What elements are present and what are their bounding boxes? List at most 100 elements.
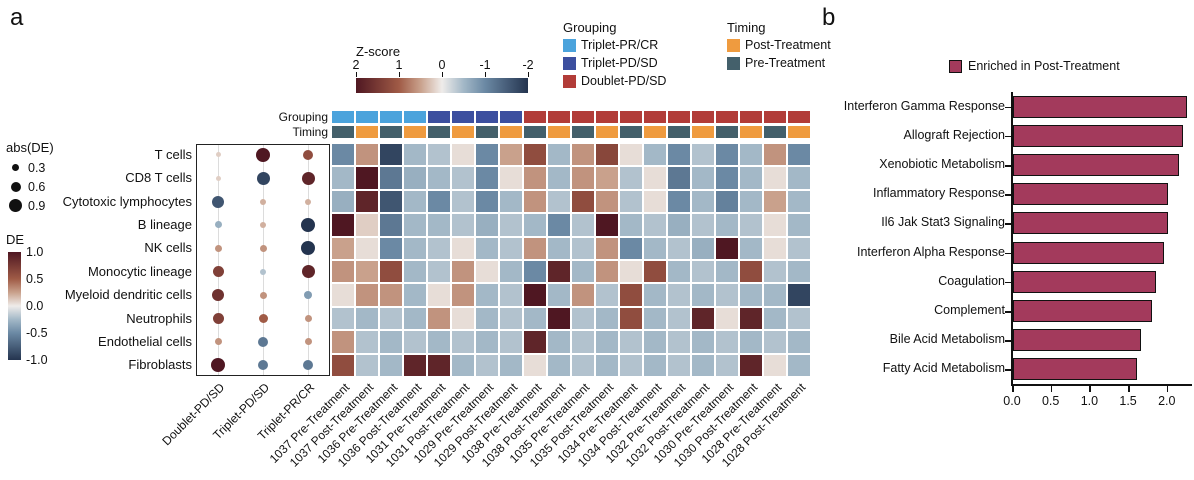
heatmap-cell xyxy=(548,261,570,283)
bar xyxy=(1013,153,1180,177)
heatmap-cell xyxy=(716,331,738,353)
grouping-annotation-cell xyxy=(404,111,426,123)
heatmap-cell xyxy=(356,354,378,376)
zscore-colorbar xyxy=(356,78,528,93)
heatmap-cell xyxy=(692,284,714,306)
bar-y-tick xyxy=(1005,311,1011,313)
heatmap-cell xyxy=(404,261,426,283)
timing-annotation-cell xyxy=(380,126,402,138)
heatmap-cell xyxy=(404,284,426,306)
heatmap-cell xyxy=(692,261,714,283)
heatmap-cell xyxy=(668,284,690,306)
heatmap-cell xyxy=(452,237,474,259)
bar xyxy=(1013,95,1188,118)
heatmap-cell xyxy=(716,237,738,259)
absde-dot xyxy=(9,199,22,212)
heatmap-cell xyxy=(692,331,714,353)
heatmap-cell xyxy=(644,237,666,259)
timing-annotation-cell xyxy=(596,126,618,138)
heatmap-cell xyxy=(380,144,402,166)
zscore-tick-label: 1 xyxy=(395,58,403,72)
dotplot-dot xyxy=(258,314,268,323)
dotplot-dot xyxy=(303,149,313,160)
heatmap-cell xyxy=(332,331,354,353)
heatmap-cell xyxy=(356,214,378,236)
heatmap-cell xyxy=(548,331,570,353)
absde-legend-item: 0.3 xyxy=(8,160,45,175)
dotplot-dot xyxy=(301,217,315,232)
heatmap-cell xyxy=(356,261,378,283)
timing-annotation-cell xyxy=(644,126,666,138)
bar-category-label: Complement xyxy=(934,303,1005,317)
heatmap-cell xyxy=(572,190,594,213)
heatmap-cell xyxy=(596,261,618,283)
heatmap-cell xyxy=(332,284,354,306)
zscore-tick-label: 0 xyxy=(438,58,446,72)
timing-annotation-cell xyxy=(740,126,762,138)
grouping-annotation-cell xyxy=(596,111,618,123)
dotplot-dot xyxy=(303,360,313,371)
heatmap-row-label: T cells xyxy=(154,146,192,162)
heatmap-cell xyxy=(764,190,786,213)
heatmap-cell xyxy=(692,354,714,376)
dotplot-dot xyxy=(259,244,267,252)
heatmap-cell xyxy=(476,237,498,259)
heatmap-cell xyxy=(332,167,354,189)
bar xyxy=(1013,329,1141,352)
heatmap-cell xyxy=(620,214,642,236)
zscore-tick-mark xyxy=(528,72,529,77)
heatmap-cell xyxy=(740,214,762,236)
bar-x-tick xyxy=(1050,386,1053,392)
heatmap-cell xyxy=(332,307,354,330)
heatmap-cell xyxy=(380,331,402,353)
heatmap-row-label: CD8 T cells xyxy=(125,170,192,186)
heatmap-cell xyxy=(380,307,402,330)
heatmap-cell xyxy=(332,214,354,236)
timing-annotation-cell xyxy=(788,126,810,138)
heatmap-cell xyxy=(404,167,426,189)
heatmap-cell xyxy=(500,167,522,189)
heatmap-cell xyxy=(596,331,618,353)
grouping-legend-swatch xyxy=(563,74,576,88)
dotplot-dot xyxy=(260,198,266,205)
heatmap-cell xyxy=(356,284,378,306)
heatmap-cell xyxy=(740,167,762,189)
heatmap-cell xyxy=(428,261,450,283)
heatmap-cell xyxy=(788,261,810,283)
heatmap-cell xyxy=(644,261,666,283)
heatmap-cell xyxy=(596,144,618,166)
heatmap-cell xyxy=(524,261,546,283)
heatmap-row-label: Cytotoxic lymphocytes xyxy=(62,193,192,209)
heatmap-cell xyxy=(332,144,354,166)
heatmap-cell xyxy=(524,144,546,166)
heatmap-cell xyxy=(620,331,642,353)
heatmap-cell xyxy=(500,307,522,330)
heatmap-cell xyxy=(716,214,738,236)
heatmap-cell xyxy=(524,331,546,353)
heatmap-cell xyxy=(380,284,402,306)
heatmap-cell xyxy=(716,284,738,306)
dotplot-dot xyxy=(301,265,315,279)
heatmap-cell xyxy=(380,167,402,189)
bar xyxy=(1013,270,1157,293)
heatmap-cell xyxy=(404,237,426,259)
heatmap-cell xyxy=(716,261,738,283)
heatmap-cell xyxy=(716,307,738,330)
heatmap-cell xyxy=(740,190,762,213)
heatmap-cell xyxy=(668,307,690,330)
absde-size-label: 0.3 xyxy=(28,160,46,175)
heatmap-cell xyxy=(572,284,594,306)
heatmap-cell xyxy=(500,190,522,213)
heatmap-cell xyxy=(452,354,474,376)
heatmap-row-label: Endothelial cells xyxy=(98,333,192,349)
heatmap-cell xyxy=(740,307,762,330)
heatmap-cell xyxy=(476,214,498,236)
timing-legend-label: Post-Treatment xyxy=(745,38,831,52)
dotplot-dot xyxy=(305,198,311,205)
grouping-annotation-cell xyxy=(644,111,666,123)
bar-x-axis xyxy=(1011,384,1192,386)
dotplot-dot xyxy=(256,147,270,162)
de-tick-label: 0.5 xyxy=(26,272,44,286)
dotplot-dot xyxy=(259,291,267,299)
heatmap-cell xyxy=(620,190,642,213)
